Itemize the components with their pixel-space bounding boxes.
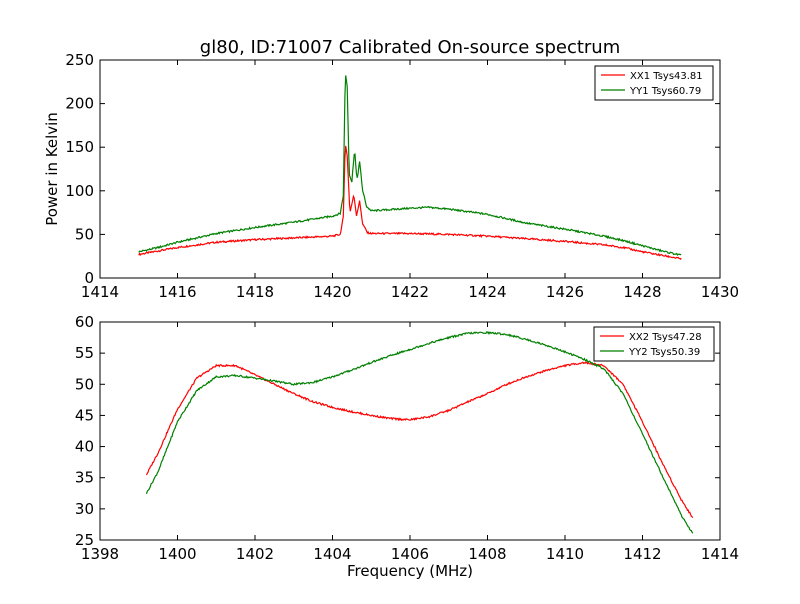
legend-box — [593, 326, 715, 362]
y-tick-label: 30 — [75, 500, 94, 518]
series-line-1 — [145, 361, 694, 519]
y-tick-label: 25 — [75, 531, 94, 549]
y-tick-label: 60 — [75, 313, 94, 331]
x-tick-label: 1430 — [701, 283, 739, 301]
legend-label: XX1 Tsys43.81 — [630, 71, 703, 82]
x-tick-label: 1408 — [468, 545, 506, 563]
y-tick-label: 200 — [65, 95, 94, 113]
x-tick-label: 1404 — [313, 545, 351, 563]
x-tick-label: 1414 — [701, 545, 739, 563]
y-tick-label: 0 — [84, 269, 94, 287]
series-line-2 — [138, 75, 682, 257]
x-tick-label: 1410 — [546, 545, 584, 563]
panels: 1414 1416 1418 1420 1422 1424 1426 1428 14300501… — [65, 51, 739, 563]
chart-title: gl80, ID:71007 Calibrated On-source spec… — [200, 37, 620, 58]
legend-label: XX2 Tsys47.28 — [629, 332, 702, 343]
x-tick-label: 1422 — [391, 283, 429, 301]
legend: XX1 Tsys43.81 YY1 Tsys60.79 — [594, 65, 714, 101]
x-axis-label: Frequency (MHz) — [347, 562, 473, 580]
y-tick-label: 55 — [75, 344, 94, 362]
y-tick-label: 250 — [65, 51, 94, 69]
x-tick-label: 1424 — [468, 283, 506, 301]
y-axis-label: Power in Kelvin — [43, 112, 61, 226]
legend-label: YY1 Tsys60.79 — [629, 86, 701, 97]
x-tick-label: 1414 — [81, 283, 119, 301]
series-line-2 — [145, 330, 694, 534]
x-tick-label: 1416 — [158, 283, 196, 301]
y-tick-label: 50 — [75, 375, 94, 393]
x-tick-label: 1428 — [623, 283, 661, 301]
y-tick-label: 100 — [65, 182, 94, 200]
y-tick-label: 45 — [75, 406, 94, 424]
panel-2: 1398 1400 1402 1404 1406 1408 1410 1412 1414 25 30… — [75, 313, 739, 563]
y-tick-label: 40 — [75, 438, 94, 456]
x-tick-label: 1402 — [236, 545, 274, 563]
series-line-1 — [138, 145, 682, 260]
y-tick-label: 50 — [75, 225, 94, 243]
x-tick-label: 1412 — [623, 545, 661, 563]
legend-label: YY2 Tsys50.39 — [628, 347, 700, 358]
x-tick-label: 1420 — [313, 283, 351, 301]
x-tick-label: 1398 — [81, 545, 119, 563]
x-tick-label: 1418 — [236, 283, 274, 301]
legend-box — [594, 65, 714, 101]
x-tick-label: 1406 — [391, 545, 429, 563]
y-tick-label: 35 — [75, 469, 94, 487]
legend: XX2 Tsys47.28 YY2 Tsys50.39 — [593, 326, 715, 362]
y-tick-label: 150 — [65, 138, 94, 156]
x-tick-label: 1426 — [546, 283, 584, 301]
panel-1: 1414 1416 1418 1420 1422 1424 1426 1428 1430 0 50 1… — [65, 51, 739, 301]
x-tick-label: 1400 — [158, 545, 196, 563]
